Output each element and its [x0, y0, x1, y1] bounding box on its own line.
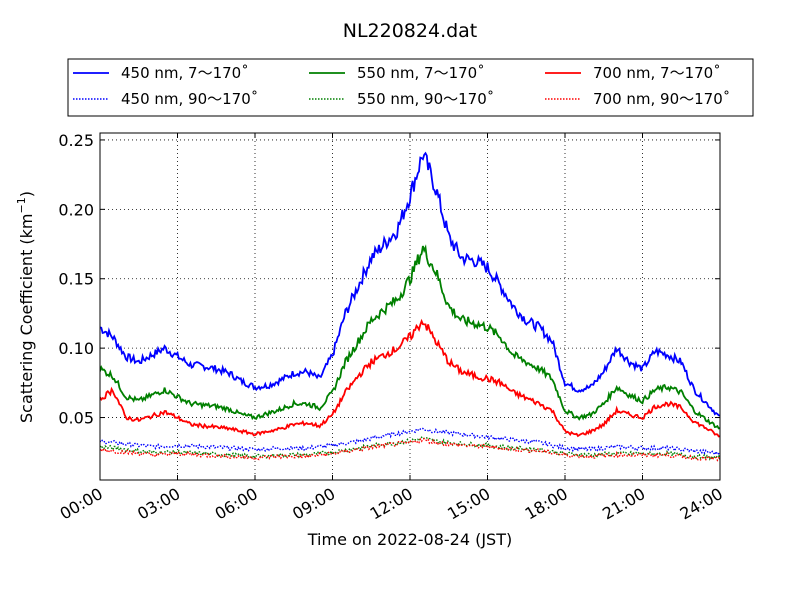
series-layer: [100, 151, 720, 462]
series-line-5: [100, 318, 720, 438]
y-tick-label: 0.25: [58, 131, 94, 150]
y-axis-label-superscript: −1: [15, 197, 28, 213]
series-line-6: [100, 437, 720, 462]
y-tick-label: 0.20: [58, 200, 94, 219]
y-axis-label-end: ): [17, 191, 36, 197]
legend-label-6: 700 nm, 90～170˚: [593, 90, 730, 108]
x-tick-label: 12:00: [367, 484, 416, 524]
plot-border: [99, 132, 721, 481]
legend-label-2: 450 nm, 90～170˚: [121, 90, 258, 108]
legend-box: [67, 58, 754, 117]
series-line-1: [100, 151, 720, 417]
ticks-layer: [99, 133, 721, 480]
x-tick-label: 09:00: [289, 484, 338, 524]
x-tick-label: 00:00: [57, 484, 106, 524]
legend-label-4: 550 nm, 90～170˚: [357, 90, 494, 108]
legend-label-5: 700 nm, 7～170˚: [593, 64, 721, 82]
y-tick-label: 0.15: [58, 270, 94, 289]
x-tick-label: 24:00: [677, 484, 726, 524]
x-tick-label: 03:00: [134, 484, 183, 524]
legend-label-1: 450 nm, 7～170˚: [121, 64, 249, 82]
x-tick-label: 15:00: [444, 484, 493, 524]
x-axis-label: Time on 2022-08-24 (JST): [307, 530, 512, 549]
x-tick-labels: 00:00 03:00 06:00 09:00 12:00 15:00 18:00 21:00…: [57, 484, 726, 524]
x-tick-label: 18:00: [522, 484, 571, 524]
y-axis-label-main: Scattering Coefficient (km: [17, 213, 36, 423]
y-tick-labels: 0.05 0.10 0.15 0.20 0.25: [58, 131, 94, 428]
x-tick-label: 21:00: [599, 484, 648, 524]
plot-area: [99, 132, 721, 481]
y-tick-label: 0.05: [58, 409, 94, 428]
x-tick-label: 06:00: [212, 484, 261, 524]
series-line-2: [100, 427, 720, 457]
legend-label-3: 550 nm, 7～170˚: [357, 64, 485, 82]
legend: 450 nm, 7～170˚ 550 nm, 7～170˚ 700 nm, 7～17…: [67, 58, 754, 117]
series-line-3: [100, 244, 720, 430]
y-axis-label: Scattering Coefficient (km−1): [15, 191, 36, 423]
y-tick-label: 0.10: [58, 339, 94, 358]
chart-title: NL220824.dat: [343, 20, 478, 42]
plot-frame: [100, 133, 720, 480]
series-line-4: [100, 436, 720, 461]
gridlines: [100, 133, 720, 480]
